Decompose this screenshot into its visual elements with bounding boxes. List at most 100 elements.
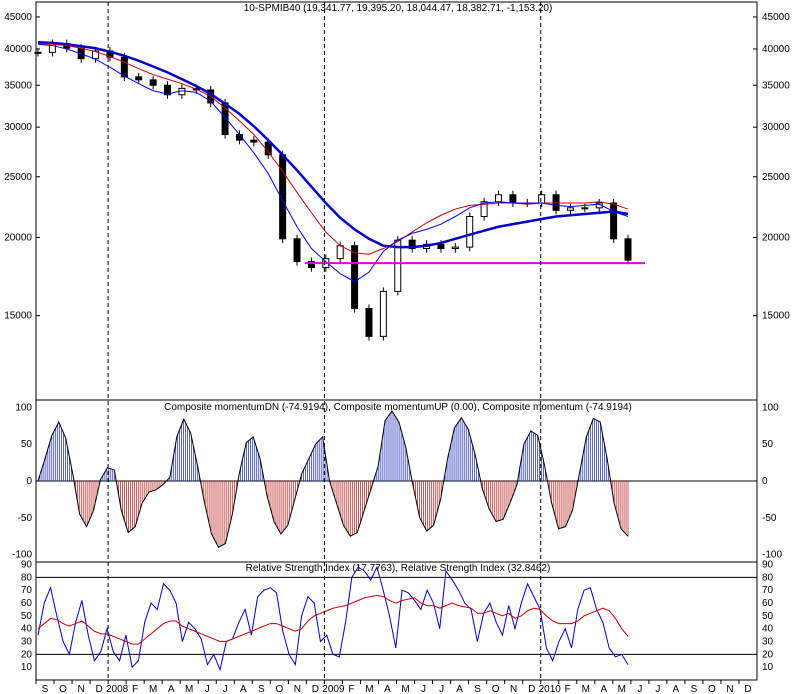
y-tick-label-left: 30 <box>21 637 33 648</box>
panel-frame <box>35 561 758 681</box>
rsi-chart-title: Relative Strength Index (17.7763), Relat… <box>246 563 551 574</box>
x-tick-label: D <box>744 684 751 694</box>
x-tick-label: J <box>637 684 642 694</box>
y-tick-label-right: -50 <box>762 513 777 524</box>
x-tick-label: N <box>726 684 733 694</box>
x-tick-label: S <box>42 684 49 694</box>
candle-body <box>581 207 589 210</box>
candle-body <box>365 308 373 337</box>
y-tick-label-left: 60 <box>21 598 33 609</box>
y-tick-label-left: 30000 <box>4 122 32 133</box>
y-tick-label-right: 30 <box>762 637 774 648</box>
y-tick-label-right: -100 <box>762 550 782 561</box>
y-tick-label-left: -100 <box>12 550 32 561</box>
candle-body <box>250 139 258 143</box>
y-tick-label-left: 100 <box>15 402 32 413</box>
y-tick-label-left: 80 <box>21 572 33 583</box>
y-tick-label-right: 40 <box>762 624 774 635</box>
momentum-chart-title: Composite momentumDN (-74.9194), Composi… <box>164 402 632 413</box>
y-tick-label-left: 45000 <box>4 12 32 23</box>
y-tick-label-right: 25000 <box>762 172 790 183</box>
candle-body <box>480 201 488 218</box>
y-tick-label-left: 50 <box>21 611 33 622</box>
candle-body <box>509 194 517 204</box>
candle-body <box>293 238 301 263</box>
x-tick-label: O <box>492 684 500 694</box>
candle-body <box>351 245 359 310</box>
x-tick-label: D <box>312 684 319 694</box>
candle-body <box>92 50 100 60</box>
y-tick-label-right: 15000 <box>762 311 790 322</box>
y-tick-label-left: 15000 <box>4 311 32 322</box>
x-tick-label: 2008 <box>106 684 129 694</box>
y-tick-label-left: 90 <box>21 560 33 571</box>
y-tick-label-left: 40000 <box>4 44 32 55</box>
y-tick-label-right: 90 <box>762 560 774 571</box>
y-tick-label-right: 50 <box>762 439 774 450</box>
candle-body <box>336 245 344 260</box>
x-tick-label: D <box>528 684 535 694</box>
candle-body <box>610 202 618 240</box>
candle-body <box>164 84 172 96</box>
candle-body <box>538 194 546 204</box>
y-tick-label-right: 45000 <box>762 12 790 23</box>
y-tick-label-right: 50 <box>762 611 774 622</box>
panel-frames <box>35 1 758 681</box>
y-tick-label-right: 70 <box>762 585 774 596</box>
y-tick-label-right: 10 <box>762 662 774 673</box>
x-tick-label: A <box>240 684 247 694</box>
y-tick-label-left: 0 <box>26 476 32 487</box>
x-tick-label: J <box>421 684 426 694</box>
candle-body <box>379 290 387 337</box>
y-tick-label-right: 60 <box>762 598 774 609</box>
x-tick-label: O <box>708 684 716 694</box>
y-tick-label-right: 30000 <box>762 122 790 133</box>
x-tick-label: A <box>673 684 680 694</box>
y-tick-label-left: 40 <box>21 624 33 635</box>
candle-body <box>451 246 459 250</box>
x-tick-label: 2009 <box>322 684 345 694</box>
price-chart-title: 10-SPMIB40 (19,341.77, 19,395.20, 18,044… <box>244 3 553 14</box>
candle-body <box>408 239 416 250</box>
candle-body <box>566 207 574 211</box>
x-tick-label: F <box>565 684 571 694</box>
x-tick-label: M <box>582 684 590 694</box>
y-tick-label-right: 0 <box>762 476 768 487</box>
candle-body <box>149 79 157 86</box>
candle-body <box>307 261 315 269</box>
x-tick-label: A <box>384 684 391 694</box>
x-tick-label: N <box>294 684 301 694</box>
x-tick-label: A <box>456 684 463 694</box>
candle-body <box>135 76 143 81</box>
x-tick-label: S <box>258 684 265 694</box>
y-tick-label-left: 20000 <box>4 232 32 243</box>
x-tick-label: M <box>365 684 373 694</box>
y-tick-label-right: 40000 <box>762 44 790 55</box>
rsi-line <box>37 565 629 672</box>
x-tick-label: 2010 <box>539 684 562 694</box>
candle-body <box>494 194 502 203</box>
x-tick-label: M <box>149 684 157 694</box>
x-tick-label: M <box>185 684 193 694</box>
y-tick-label-right: 80 <box>762 572 774 583</box>
x-tick-label: J <box>439 684 444 694</box>
x-tick-label: N <box>77 684 84 694</box>
x-tick-label: J <box>205 684 210 694</box>
x-tick-label: M <box>618 684 626 694</box>
momentum-line <box>37 410 629 548</box>
x-tick-label: N <box>510 684 517 694</box>
price-panel: 15000 15000 20000 20000 25000 25000 30000 30000… <box>4 12 790 341</box>
x-tick-label: J <box>223 684 228 694</box>
rsi-line <box>37 594 629 645</box>
y-tick-label-right: 35000 <box>762 80 790 91</box>
x-axis: S O N D 2008 F M A M J J A S O N D 2009 F M A M J J A S O N D 2010 F M… <box>35 2 752 694</box>
candle-body <box>624 238 632 261</box>
x-tick-label: M <box>401 684 409 694</box>
y-tick-label-left: 25000 <box>4 172 32 183</box>
y-tick-label-left: 50 <box>21 439 33 450</box>
y-tick-label-right: 100 <box>762 402 779 413</box>
moving-average-line <box>37 43 629 255</box>
momentum-panel: 100 100 50 50 0 0 -50 -50 -100 -100 <box>12 402 782 560</box>
x-tick-label: S <box>474 684 481 694</box>
